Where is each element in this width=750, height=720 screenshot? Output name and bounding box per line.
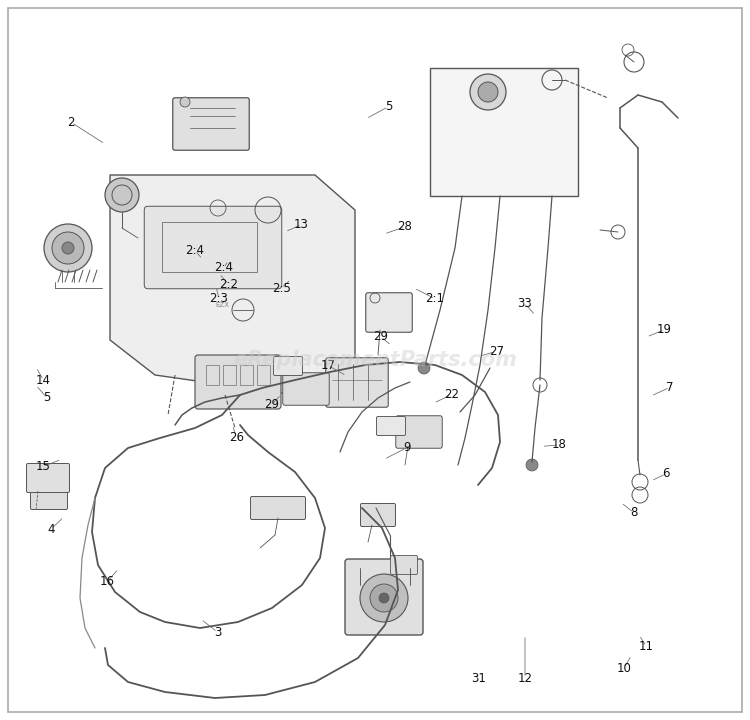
- Text: 8: 8: [630, 506, 638, 519]
- Circle shape: [370, 584, 398, 612]
- Bar: [430, 68, 578, 196]
- Text: 3: 3: [214, 626, 221, 639]
- FancyBboxPatch shape: [345, 559, 423, 635]
- Text: 28: 28: [398, 220, 412, 233]
- Text: 12: 12: [518, 672, 532, 685]
- Text: 14: 14: [36, 374, 51, 387]
- Text: 5: 5: [43, 391, 50, 404]
- Bar: [206, 365, 219, 385]
- FancyBboxPatch shape: [283, 373, 329, 405]
- FancyBboxPatch shape: [195, 355, 281, 409]
- Polygon shape: [110, 175, 355, 395]
- FancyBboxPatch shape: [376, 416, 406, 436]
- Text: EZX: EZX: [215, 302, 229, 308]
- Text: 15: 15: [35, 460, 50, 473]
- Circle shape: [478, 82, 498, 102]
- Circle shape: [44, 224, 92, 272]
- Bar: [223, 365, 236, 385]
- Text: 18: 18: [551, 438, 566, 451]
- Circle shape: [62, 242, 74, 254]
- Text: 33: 33: [518, 297, 532, 310]
- FancyBboxPatch shape: [326, 358, 388, 408]
- Text: 10: 10: [616, 662, 632, 675]
- FancyBboxPatch shape: [361, 503, 395, 526]
- Text: 2:2: 2:2: [219, 278, 239, 291]
- Text: 29: 29: [264, 398, 279, 411]
- Circle shape: [360, 574, 408, 622]
- Text: 6: 6: [662, 467, 670, 480]
- Circle shape: [105, 178, 139, 212]
- Text: 13: 13: [294, 218, 309, 231]
- Circle shape: [180, 97, 190, 107]
- FancyBboxPatch shape: [26, 464, 70, 492]
- Circle shape: [470, 74, 506, 110]
- Text: 29: 29: [374, 330, 388, 343]
- Text: 2:4: 2:4: [214, 261, 233, 274]
- Text: 31: 31: [471, 672, 486, 685]
- Text: 19: 19: [657, 323, 672, 336]
- FancyBboxPatch shape: [31, 487, 68, 510]
- FancyBboxPatch shape: [274, 356, 302, 376]
- FancyBboxPatch shape: [366, 293, 413, 332]
- FancyBboxPatch shape: [391, 556, 418, 575]
- Text: 4: 4: [47, 523, 55, 536]
- FancyBboxPatch shape: [172, 98, 249, 150]
- Text: 5: 5: [385, 100, 392, 113]
- Bar: [240, 365, 253, 385]
- FancyBboxPatch shape: [396, 415, 442, 449]
- Text: 2:4: 2:4: [185, 244, 205, 257]
- Circle shape: [418, 362, 430, 374]
- Text: 11: 11: [639, 640, 654, 653]
- FancyBboxPatch shape: [144, 206, 282, 289]
- Text: 2:1: 2:1: [425, 292, 445, 305]
- Circle shape: [379, 593, 389, 603]
- Text: 26: 26: [229, 431, 244, 444]
- Text: 9: 9: [403, 441, 410, 454]
- Text: 2:3: 2:3: [209, 292, 229, 305]
- Circle shape: [526, 459, 538, 471]
- FancyBboxPatch shape: [251, 497, 305, 520]
- Text: 22: 22: [444, 388, 459, 401]
- Text: eReplacementParts.com: eReplacementParts.com: [233, 350, 517, 370]
- Text: 2: 2: [68, 116, 75, 129]
- Text: 16: 16: [100, 575, 115, 588]
- Bar: [162, 222, 257, 272]
- Bar: [257, 365, 270, 385]
- Circle shape: [52, 232, 84, 264]
- Text: 7: 7: [666, 381, 674, 394]
- Text: 2:5: 2:5: [272, 282, 291, 294]
- Text: 17: 17: [321, 359, 336, 372]
- Text: 27: 27: [489, 345, 504, 358]
